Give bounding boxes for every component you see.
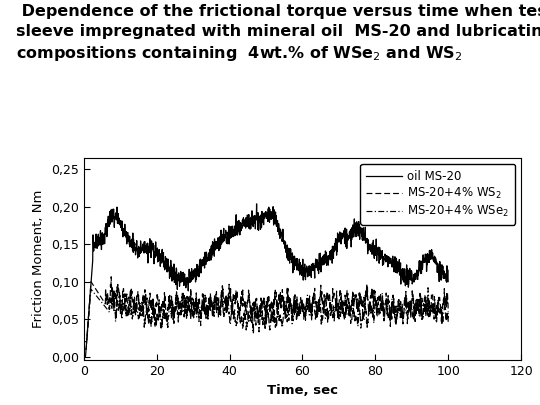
oil MS-20 [288, 256, 295, 261]
oil MS-20 [445, 279, 451, 284]
Line: MS-20+4% WSe$_2$: MS-20+4% WSe$_2$ [84, 288, 448, 349]
MS-20+4% WS$_2$ [288, 311, 295, 316]
MS-20+4% WS$_2$ [108, 274, 114, 279]
MS-20+4% WSe$_2$ [288, 304, 294, 309]
Line: oil MS-20: oil MS-20 [84, 204, 448, 357]
MS-20+4% WS$_2$ [235, 305, 242, 310]
MS-20+4% WS$_2$ [124, 292, 130, 297]
MS-20+4% WSe$_2$ [242, 318, 249, 323]
MS-20+4% WSe$_2$ [249, 315, 256, 320]
oil MS-20 [80, 354, 87, 359]
MS-20+4% WS$_2$ [109, 297, 116, 302]
oil MS-20 [124, 241, 130, 246]
oil MS-20 [253, 201, 260, 206]
Line: MS-20+4% WS$_2$: MS-20+4% WS$_2$ [84, 277, 448, 342]
MS-20+4% WS$_2$ [445, 310, 451, 315]
MS-20+4% WS$_2$ [243, 309, 249, 314]
MS-20+4% WS$_2$ [249, 312, 256, 317]
Y-axis label: Friction Moment, Nm: Friction Moment, Nm [32, 190, 45, 328]
MS-20+4% WSe$_2$ [445, 320, 451, 325]
Legend: oil MS-20, MS-20+4% WS$_2$, MS-20+4% WSe$_2$: oil MS-20, MS-20+4% WS$_2$, MS-20+4% WSe… [360, 164, 515, 225]
MS-20+4% WSe$_2$ [124, 311, 130, 315]
oil MS-20 [235, 224, 241, 228]
MS-20+4% WSe$_2$ [235, 309, 241, 314]
oil MS-20 [109, 220, 115, 224]
MS-20+4% WSe$_2$ [425, 285, 431, 290]
MS-20+4% WS$_2$ [80, 339, 87, 344]
X-axis label: Time, sec: Time, sec [267, 384, 338, 397]
oil MS-20 [242, 215, 249, 220]
MS-20+4% WSe$_2$ [109, 306, 115, 311]
oil MS-20 [249, 222, 256, 227]
MS-20+4% WSe$_2$ [80, 347, 87, 352]
Text: Dependence of the frictional torque versus time when testing a
sleeve impregnate: Dependence of the frictional torque vers… [16, 4, 540, 64]
